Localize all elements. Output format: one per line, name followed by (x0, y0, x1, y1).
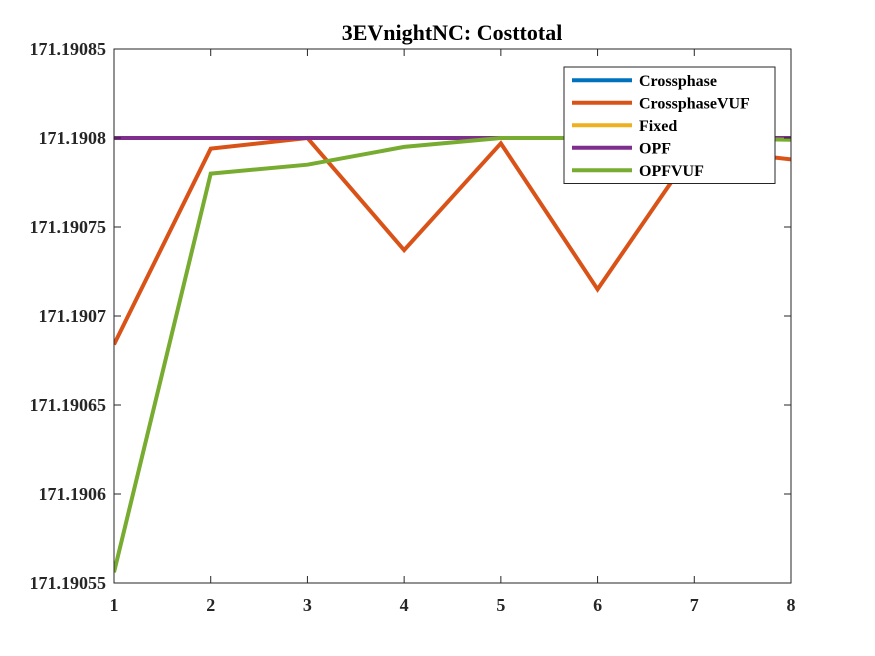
y-axis: 171.19055 171.1906 171.19065 171.1907 171.19… (30, 39, 791, 593)
legend-label: Crossphase (639, 73, 717, 90)
x-tick-label: 4 (400, 595, 409, 615)
legend-label: Fixed (639, 118, 677, 135)
x-tick-label: 2 (206, 595, 215, 615)
chart-title: 3EVnightNC: Costtotal (342, 20, 563, 45)
legend-label: OPF (639, 140, 671, 157)
y-tick-label: 171.1908 (39, 128, 107, 148)
legend-label: OPFVUF (639, 163, 704, 180)
y-tick-label: 171.19065 (30, 395, 107, 415)
x-tick-label: 7 (690, 595, 699, 615)
y-tick-label: 171.1906 (39, 484, 107, 504)
x-tick-label: 5 (496, 595, 505, 615)
x-axis: 1 2 3 4 5 6 7 8 (110, 49, 796, 615)
y-tick-label: 171.1907 (39, 306, 107, 326)
legend: Crossphase CrossphaseVUF Fixed OPF OPFVUF (563, 66, 776, 184)
y-tick-label: 171.19085 (30, 39, 107, 59)
x-tick-label: 3 (303, 595, 312, 615)
x-tick-label: 1 (110, 595, 119, 615)
y-tick-label: 171.19075 (30, 217, 107, 237)
x-tick-label: 6 (593, 595, 602, 615)
legend-label: CrossphaseVUF (639, 95, 750, 112)
y-tick-label: 171.19055 (30, 573, 107, 593)
x-tick-label: 8 (787, 595, 796, 615)
